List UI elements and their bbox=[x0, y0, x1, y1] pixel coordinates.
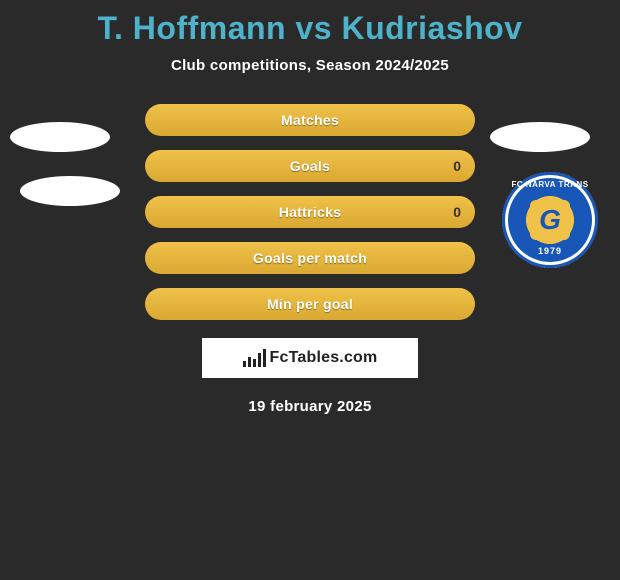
stat-label: Goals bbox=[290, 158, 330, 174]
club-badge-narva-trans: FC NARVA TRANS G 1979 bbox=[502, 172, 598, 268]
date-text: 19 february 2025 bbox=[0, 398, 620, 415]
player1-club-logo-placeholder-1 bbox=[10, 122, 110, 152]
fctables-brand-text: FcTables.com bbox=[270, 349, 378, 367]
badge-club-name: FC NARVA TRANS bbox=[502, 180, 598, 189]
stat-label: Goals per match bbox=[253, 250, 367, 266]
stat-bar-min-per-goal: Min per goal bbox=[145, 288, 475, 320]
stat-bar-goals: Goals 0 bbox=[145, 150, 475, 182]
stat-value: 0 bbox=[453, 158, 461, 174]
bar-chart-icon bbox=[243, 349, 266, 367]
player1-club-logo-placeholder-2 bbox=[20, 176, 120, 206]
fctables-watermark: FcTables.com bbox=[202, 338, 418, 378]
stat-bar-goals-per-match: Goals per match bbox=[145, 242, 475, 274]
stat-label: Hattricks bbox=[279, 204, 342, 220]
page-title: T. Hoffmann vs Kudriashov bbox=[0, 0, 620, 47]
stat-label: Matches bbox=[281, 112, 339, 128]
player2-club-logo-placeholder bbox=[490, 122, 590, 152]
stat-bar-matches: Matches bbox=[145, 104, 475, 136]
stat-label: Min per goal bbox=[267, 296, 353, 312]
badge-g-mark: G bbox=[530, 200, 570, 240]
subtitle: Club competitions, Season 2024/2025 bbox=[0, 57, 620, 74]
badge-year: 1979 bbox=[502, 246, 598, 256]
stat-value: 0 bbox=[453, 204, 461, 220]
stat-bar-hattricks: Hattricks 0 bbox=[145, 196, 475, 228]
